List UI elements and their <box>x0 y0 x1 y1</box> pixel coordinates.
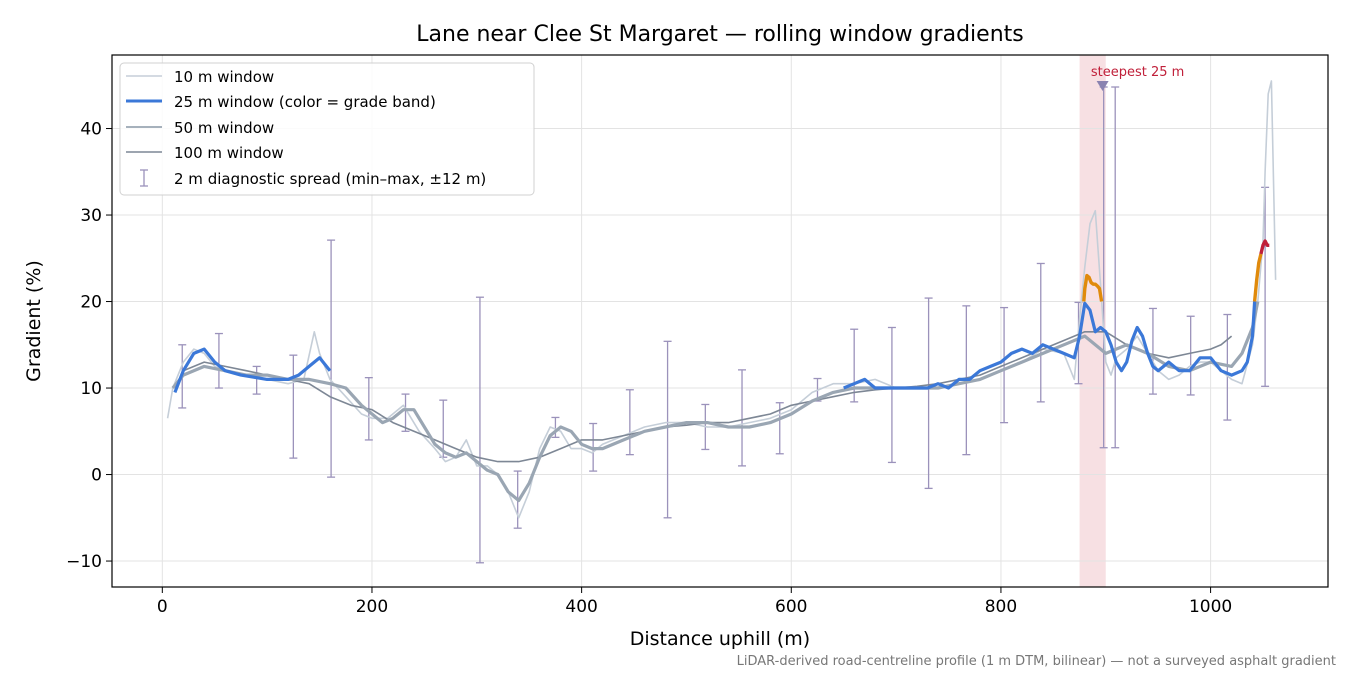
errorbar <box>924 297 933 490</box>
errorbar <box>327 239 336 478</box>
errorbar <box>1186 315 1195 396</box>
series-10m-line <box>166 80 1277 519</box>
errorbar <box>1036 262 1045 403</box>
y-axis-label: Gradient (%) <box>23 260 45 382</box>
series-25m-band-orange <box>1252 253 1263 302</box>
plot-frame <box>111 54 1329 588</box>
steepest-label: steepest 25 m <box>1091 65 1184 80</box>
y-tick-label: 10 <box>80 379 102 399</box>
x-tick-label: 800 <box>985 597 1017 617</box>
legend-label-errorbar: 2 m diagnostic spread (min–max, ±12 m) <box>174 170 486 188</box>
errorbar <box>1223 313 1232 421</box>
errorbar <box>475 296 484 564</box>
errorbar <box>663 340 672 519</box>
series-layer <box>166 80 1277 519</box>
legend-swatch-errorbar <box>140 169 148 187</box>
errorbar <box>401 393 410 432</box>
errorbar <box>625 389 634 456</box>
x-tick-label: 600 <box>775 597 807 617</box>
x-tick-label: 0 <box>157 597 168 617</box>
errorbar <box>289 354 298 459</box>
errorbar <box>252 365 261 395</box>
legend-label-50m: 50 m window <box>174 119 274 137</box>
errorbar <box>214 332 223 389</box>
errorbar <box>887 326 896 464</box>
x-tick-label: 400 <box>565 597 597 617</box>
chart-title: Lane near Clee St Margaret — rolling win… <box>416 22 1023 47</box>
series-25m-band-orange <box>1082 273 1104 302</box>
legend: 10 m window 25 m window (color = grade b… <box>119 62 535 196</box>
series-50m-line <box>171 301 1260 503</box>
y-tick-label: 30 <box>80 206 102 226</box>
y-tick-label: −10 <box>66 552 102 572</box>
tick-layer: 0 200 400 600 800 1000 −10 0 10 20 30 40 <box>66 120 1232 617</box>
legend-label-100m: 100 m window <box>174 144 284 162</box>
errorbar <box>551 416 560 438</box>
series-25m-band-red <box>1259 239 1270 255</box>
errorbar <box>1148 307 1157 395</box>
series-25m-line <box>843 301 1257 390</box>
errorbar <box>850 328 859 403</box>
x-axis-label: Distance uphill (m) <box>630 628 810 650</box>
errorbar <box>439 399 448 458</box>
series-25m-line <box>173 347 332 393</box>
legend-label-10m: 10 m window <box>174 68 274 86</box>
x-tick-label: 200 <box>356 597 388 617</box>
errorbar <box>775 402 784 455</box>
y-tick-label: 0 <box>91 466 102 486</box>
series-100m-line <box>182 330 1233 463</box>
legend-label-25m: 25 m window (color = grade band) <box>174 93 436 111</box>
errorbar <box>1111 86 1120 449</box>
y-tick-label: 20 <box>80 293 102 313</box>
x-tick-label: 1000 <box>1189 597 1232 617</box>
footnote: LiDAR-derived road-centreline profile (1… <box>737 654 1336 669</box>
legend-box <box>119 62 535 196</box>
errorbar <box>738 369 747 467</box>
annotation-layer: steepest 25 m <box>1091 65 1184 92</box>
steepest-marker <box>1096 81 1109 92</box>
errorbar <box>1261 186 1270 387</box>
y-tick-label: 40 <box>80 120 102 140</box>
